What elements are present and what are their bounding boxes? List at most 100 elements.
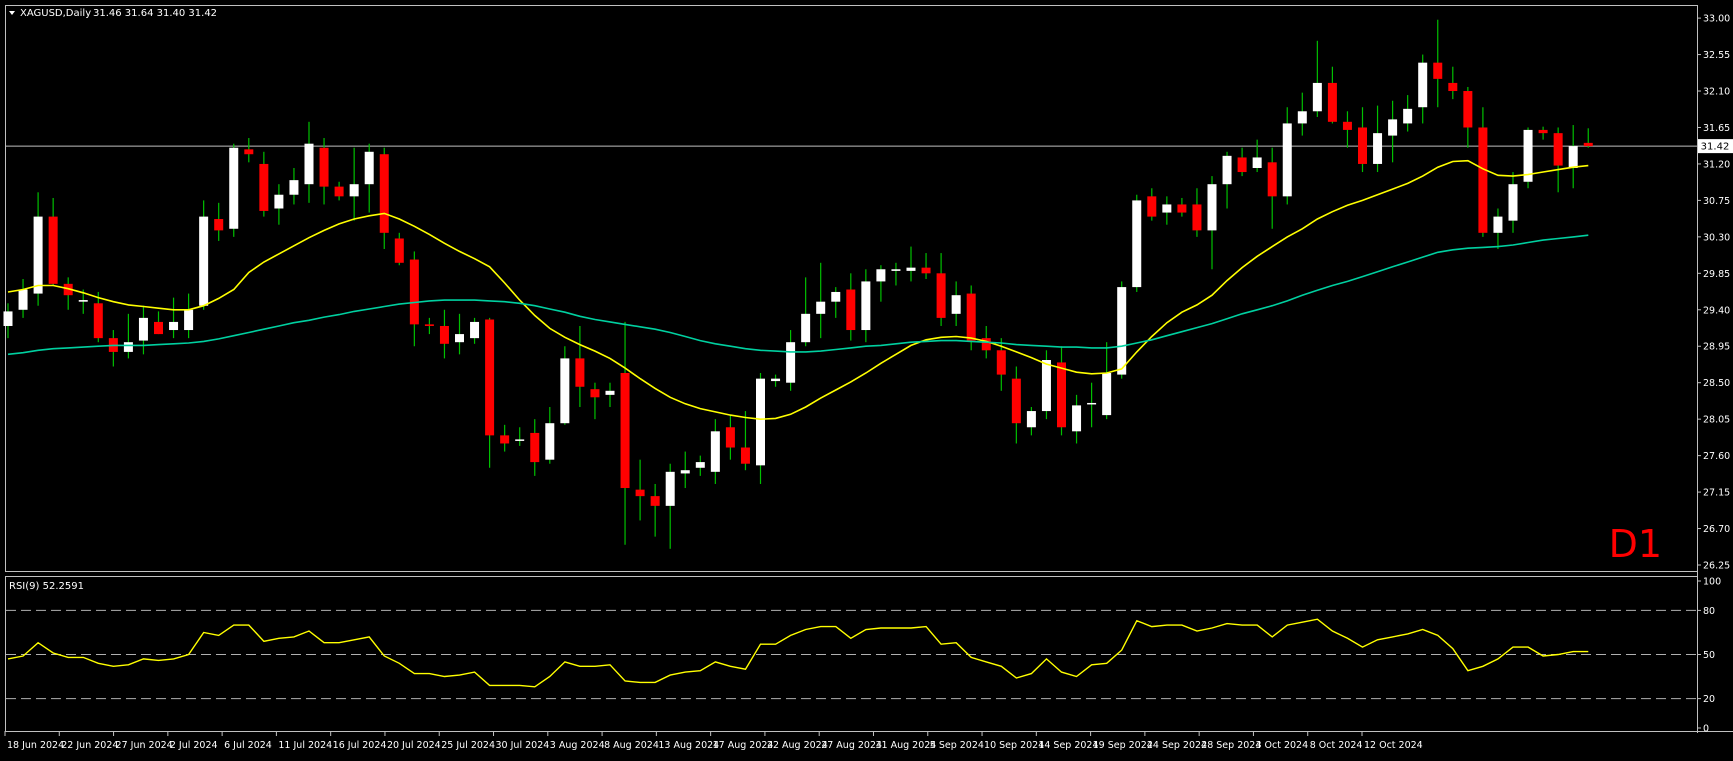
- candle: [1162, 196, 1172, 225]
- time-tick-label: 27 Aug 2024: [821, 740, 882, 751]
- bull-candle-body: [1312, 82, 1322, 112]
- bear-candle-body: [1463, 91, 1473, 128]
- rsi-tick-label: 100: [1703, 577, 1721, 588]
- candle: [771, 374, 781, 387]
- bear-candle-body: [485, 319, 495, 436]
- candle: [138, 305, 148, 355]
- bull-candle-body: [1222, 155, 1232, 185]
- bear-candle-body: [1267, 162, 1277, 197]
- candle: [485, 317, 495, 468]
- price-tick-label: 28.95: [1703, 342, 1730, 353]
- time-tick-label: 16 Jul 2024: [333, 740, 387, 751]
- candle: [455, 313, 464, 355]
- price-tick-label: 26.25: [1703, 561, 1730, 572]
- candle: [1418, 54, 1428, 124]
- price-tick-label: 29.85: [1703, 269, 1730, 280]
- price-tick-label: 30.75: [1703, 196, 1730, 207]
- bull-candle-body: [470, 321, 480, 339]
- bear-candle-body: [575, 358, 585, 387]
- candle: [1252, 139, 1262, 173]
- candle: [1041, 350, 1051, 420]
- candle: [18, 278, 28, 318]
- bull-candle-body: [1132, 200, 1142, 288]
- bull-candle-body: [78, 300, 88, 302]
- bear-candle-body: [1433, 62, 1443, 79]
- time-tick-label: 28 Sep 2024: [1201, 740, 1261, 751]
- time-tick-label: 3 Oct 2024: [1255, 740, 1308, 751]
- bull-candle-body: [364, 151, 374, 185]
- bull-candle-body: [831, 291, 841, 302]
- bull-candle-body: [515, 439, 525, 441]
- bull-candle-body: [1418, 62, 1428, 108]
- bear-candle-body: [48, 216, 58, 284]
- candle: [831, 287, 841, 318]
- bear-candle-body: [1147, 196, 1157, 217]
- candle: [33, 192, 43, 306]
- rsi-level-lines: [6, 609, 1697, 700]
- candle: [921, 253, 931, 279]
- bear-candle-body: [500, 435, 510, 444]
- candle: [424, 317, 434, 335]
- bear-candle-body: [620, 372, 630, 489]
- candle: [846, 273, 856, 341]
- bear-candle-body: [650, 496, 660, 506]
- candle: [3, 303, 13, 339]
- bull-candle-body: [1568, 146, 1578, 168]
- chart-ohlc-values: 31.46 31.64 31.40 31.42: [93, 8, 217, 19]
- candle: [93, 291, 103, 343]
- chart-menu-triangle-icon[interactable]: [9, 11, 15, 15]
- candle: [1011, 366, 1021, 444]
- candle: [1403, 95, 1413, 132]
- bull-candle-body: [876, 269, 886, 282]
- candle: [1358, 107, 1367, 173]
- bear-candle-body: [154, 321, 163, 335]
- candle: [1342, 111, 1352, 148]
- candle: [786, 330, 796, 391]
- bull-candle-body: [1207, 184, 1217, 231]
- bull-candle-body: [1297, 111, 1307, 124]
- candle: [951, 281, 961, 326]
- rsi-tick-label: 80: [1703, 606, 1715, 617]
- bull-candle-body: [289, 180, 299, 195]
- bull-candle-body: [1523, 129, 1533, 182]
- candle: [545, 407, 555, 464]
- candle: [1312, 40, 1322, 117]
- bear-candle-body: [1478, 127, 1488, 233]
- slow-moving-average-line: [7, 234, 1589, 356]
- candle: [289, 167, 299, 205]
- candle: [439, 309, 449, 359]
- candle: [635, 459, 645, 521]
- candle: [1523, 127, 1533, 189]
- candle: [575, 325, 585, 408]
- time-tick-label: 13 Aug 2024: [658, 740, 719, 751]
- time-tick-label: 12 Oct 2024: [1364, 740, 1423, 751]
- bull-candle-body: [891, 269, 901, 271]
- candle: [334, 181, 344, 201]
- candle: [379, 147, 389, 250]
- candle: [1478, 107, 1488, 237]
- candle: [816, 262, 826, 339]
- bear-candle-body: [214, 219, 224, 231]
- bull-candle-body: [169, 321, 179, 331]
- bear-candle-body: [1192, 204, 1202, 231]
- candle: [48, 197, 58, 286]
- price-tick-label: 29.40: [1703, 305, 1730, 316]
- candle: [1117, 281, 1127, 379]
- time-tick-label: 2 Jul 2024: [170, 740, 218, 751]
- time-tick-label: 20 Jul 2024: [387, 740, 441, 751]
- candle: [1297, 92, 1307, 136]
- candle: [1192, 188, 1202, 237]
- bull-candle-body: [138, 317, 148, 341]
- bull-candle-body: [349, 184, 359, 197]
- candle: [184, 293, 194, 339]
- bull-candle-body: [123, 342, 133, 352]
- bull-candle-body: [560, 358, 570, 424]
- candle: [801, 277, 811, 347]
- bull-candle-body: [1388, 119, 1398, 136]
- bull-candle-body: [710, 431, 720, 472]
- candle: [665, 463, 675, 549]
- candle: [605, 382, 615, 408]
